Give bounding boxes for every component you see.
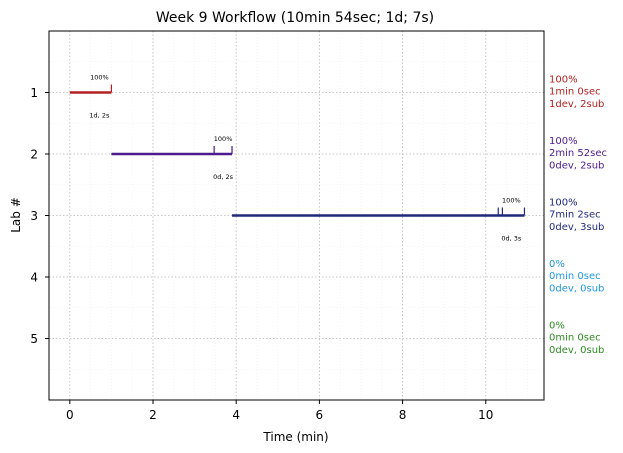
side-annotation-line: 0dev, 2sub	[549, 160, 604, 171]
x-tick-label: 0	[66, 408, 74, 422]
side-annotation-line: 0min 0sec	[549, 271, 601, 282]
side-annotation-line: 0%	[549, 259, 565, 270]
chart-title: Week 9 Workflow (10min 54sec; 1d; 7s)	[156, 10, 434, 26]
side-annotation-line: 0dev, 3sub	[549, 222, 604, 233]
side-annotation-line: 100%	[549, 198, 578, 209]
side-annotation-line: 0min 0sec	[549, 333, 601, 344]
side-annotation-line: 100%	[549, 136, 578, 147]
y-tick-label: 5	[30, 332, 38, 346]
x-tick-label: 2	[149, 408, 157, 422]
y-tick-label: 2	[30, 148, 38, 162]
side-annotation-line: 7min 2sec	[549, 210, 601, 221]
x-tick-label: 4	[232, 408, 240, 422]
side-annotation-line: 1min 0sec	[549, 87, 601, 98]
side-annotation-line: 0%	[549, 321, 565, 332]
side-annotation-line: 100%	[549, 75, 578, 86]
y-axis-label: Lab #	[9, 197, 23, 233]
bars: 100% 1d, 2s 100% 0d, 2s 100% 0d, 3s	[69, 74, 526, 243]
side-annotation-line: 2min 52sec	[549, 148, 607, 159]
x-tick-label: 10	[478, 408, 493, 422]
y-tick-label: 3	[30, 209, 38, 223]
percent-label: 100%	[214, 135, 233, 143]
x-tick-label: 8	[399, 408, 407, 422]
summary-label: 0d, 2s	[213, 173, 234, 181]
summary-label: 1d, 2s	[89, 112, 110, 120]
side-annotation-line: 0dev, 0sub	[549, 345, 604, 356]
x-axis-label: Time (min)	[262, 430, 328, 444]
summary-label: 0d, 3s	[501, 235, 522, 243]
percent-label: 100%	[502, 197, 521, 205]
y-tick-label: 4	[30, 271, 38, 285]
side-annotation-line: 1dev, 2sub	[549, 99, 604, 110]
percent-label: 100%	[90, 74, 109, 82]
x-tick-label: 6	[316, 408, 324, 422]
side-annotation-line: 0dev, 0sub	[549, 283, 604, 294]
y-tick-label: 1	[30, 86, 38, 100]
